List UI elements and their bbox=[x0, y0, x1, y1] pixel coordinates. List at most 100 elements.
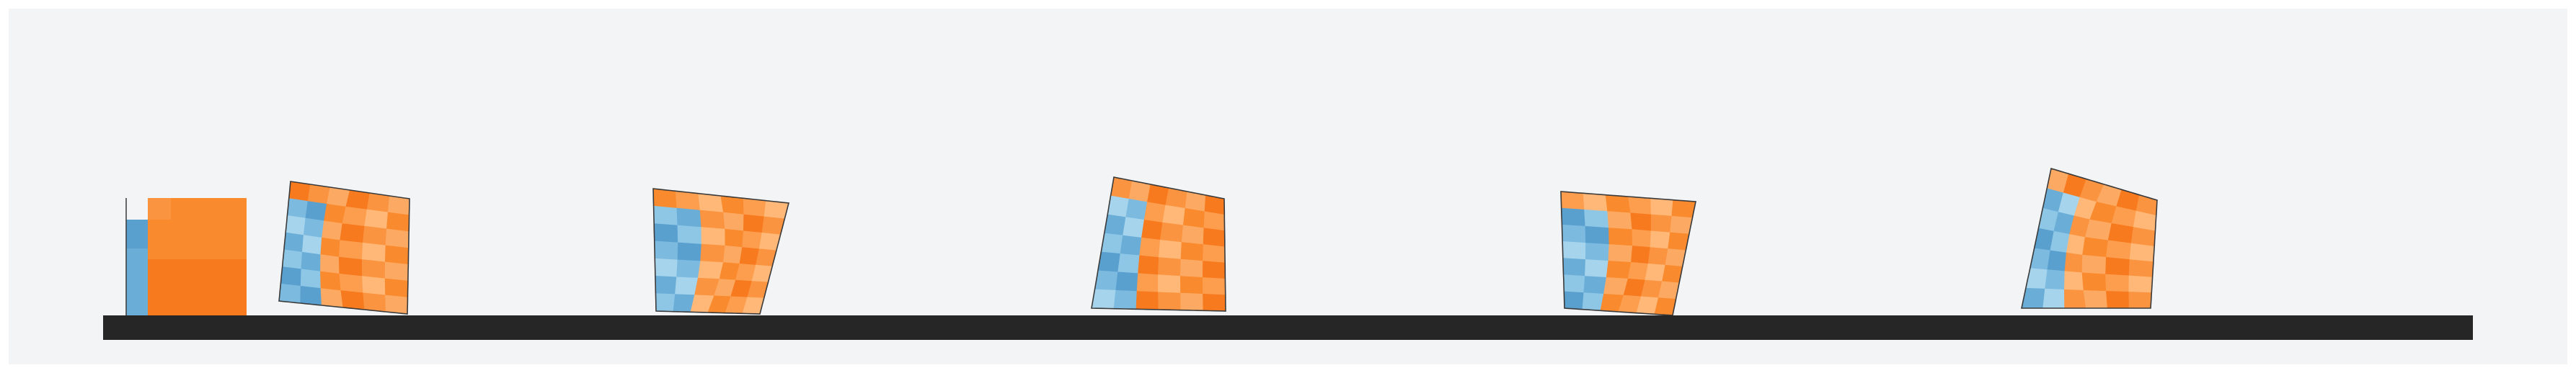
voxel-cell bbox=[321, 289, 343, 307]
voxel-cell bbox=[2108, 223, 2133, 243]
voxel-cell bbox=[385, 279, 408, 297]
voxel-cell bbox=[676, 191, 700, 210]
voxel-cell bbox=[2064, 271, 2084, 291]
voxel-cell bbox=[286, 215, 306, 235]
voxel-cell bbox=[386, 229, 409, 248]
voxel-cell bbox=[1163, 205, 1185, 225]
voxel-cell bbox=[2129, 276, 2153, 293]
voxel-cell bbox=[365, 210, 389, 229]
voxel-cell bbox=[385, 246, 408, 264]
voxel-cell bbox=[2129, 292, 2151, 309]
voxel-cell bbox=[1094, 271, 1117, 290]
voxel-cell bbox=[339, 257, 362, 277]
voxel-cell bbox=[148, 198, 171, 220]
voxel-cell bbox=[1672, 200, 1696, 218]
voxel-cell bbox=[1182, 225, 1204, 245]
voxel-cell bbox=[362, 260, 385, 279]
voxel-cell bbox=[1606, 195, 1631, 213]
voxel-cell bbox=[340, 224, 365, 243]
voxel-cell bbox=[1204, 212, 1225, 231]
voxel-cell bbox=[1116, 272, 1138, 292]
voxel-cell bbox=[700, 210, 725, 229]
voxel-cell bbox=[1651, 198, 1673, 216]
voxel-cell bbox=[385, 262, 408, 281]
voxel-cell bbox=[363, 293, 386, 312]
voxel-cell bbox=[1650, 231, 1670, 249]
voxel-cell bbox=[1181, 293, 1203, 310]
voxel-cell bbox=[301, 252, 321, 271]
voxel-cell bbox=[678, 225, 701, 244]
voxel-cell bbox=[1092, 289, 1116, 309]
voxel-cell bbox=[1608, 245, 1633, 263]
voxel-cell bbox=[302, 235, 322, 255]
voxel-cell bbox=[1203, 261, 1225, 279]
voxel-cell bbox=[2045, 270, 2065, 290]
voxel-cell bbox=[1583, 293, 1604, 311]
voxel-cell bbox=[1126, 199, 1148, 220]
voxel-cell bbox=[126, 220, 148, 248]
voxel-cell bbox=[2066, 235, 2085, 256]
voxel-cell bbox=[655, 259, 678, 277]
voxel-cell bbox=[1203, 228, 1225, 247]
voxel-cell bbox=[677, 208, 701, 228]
voxel-cell bbox=[284, 233, 304, 252]
voxel-cell bbox=[386, 212, 409, 232]
voxel-cell bbox=[1120, 235, 1142, 256]
voxel-cell bbox=[2050, 231, 2070, 253]
voxel-cell bbox=[2065, 253, 2083, 273]
voxel-cell bbox=[1140, 238, 1161, 257]
voxel-cell bbox=[1562, 208, 1585, 226]
voxel-cell bbox=[701, 228, 725, 246]
voxel-cell bbox=[698, 261, 723, 279]
voxel-cell bbox=[1203, 294, 1226, 311]
voxel-cell bbox=[676, 277, 699, 295]
robot-frame-lean-back bbox=[279, 181, 410, 314]
voxel-cell bbox=[1585, 260, 1608, 278]
voxel-cell bbox=[283, 250, 303, 269]
voxel-cell bbox=[1585, 226, 1609, 244]
voxel-cell bbox=[2129, 260, 2154, 278]
voxel-cell bbox=[301, 286, 322, 305]
voxel-cell bbox=[2106, 257, 2130, 276]
voxel-cell bbox=[1159, 292, 1182, 310]
voxel-cell bbox=[340, 274, 363, 293]
voxel-cell bbox=[2107, 292, 2130, 309]
voxel-cell bbox=[363, 226, 386, 246]
voxel-cell bbox=[362, 243, 386, 262]
voxel-cell bbox=[743, 231, 762, 249]
robot-frame-landing bbox=[1561, 192, 1696, 315]
voxel-cell bbox=[655, 276, 677, 294]
voxel-cell bbox=[1585, 243, 1609, 261]
voxel-cell bbox=[653, 189, 677, 208]
voxel-cell bbox=[1606, 261, 1631, 279]
voxel-cell bbox=[1632, 246, 1651, 264]
robot-frame-push-off bbox=[1092, 177, 1226, 311]
voxel-cell bbox=[1651, 215, 1672, 233]
voxel-cell bbox=[1136, 292, 1159, 310]
voxel-cell bbox=[1159, 275, 1181, 293]
voxel-cell bbox=[1609, 228, 1633, 246]
voxel-cell bbox=[1180, 277, 1203, 295]
voxel-cell bbox=[306, 202, 327, 221]
voxel-cell bbox=[2085, 220, 2112, 241]
voxel-cell bbox=[2130, 243, 2154, 262]
voxel-cell bbox=[363, 277, 386, 295]
voxel-cell bbox=[339, 241, 363, 260]
voxel-cell bbox=[1138, 256, 1159, 275]
voxel-cell bbox=[1562, 225, 1585, 243]
voxel-cell bbox=[721, 196, 744, 215]
voxel-cell bbox=[2084, 290, 2107, 308]
voxel-cell bbox=[1628, 262, 1648, 280]
voxel-cell bbox=[2106, 241, 2131, 260]
voxel-cell bbox=[1585, 210, 1609, 228]
voxel-cell bbox=[1631, 213, 1652, 231]
voxel-cell bbox=[655, 294, 675, 312]
voxel-cell bbox=[148, 259, 247, 315]
voxel-cell bbox=[324, 204, 346, 223]
voxel-cell bbox=[1648, 248, 1668, 266]
voxel-cell bbox=[321, 271, 342, 291]
voxel-cell bbox=[2083, 238, 2109, 258]
voxel-cell bbox=[322, 221, 343, 241]
voxel-cell bbox=[279, 284, 301, 303]
voxel-cell bbox=[1098, 252, 1120, 272]
